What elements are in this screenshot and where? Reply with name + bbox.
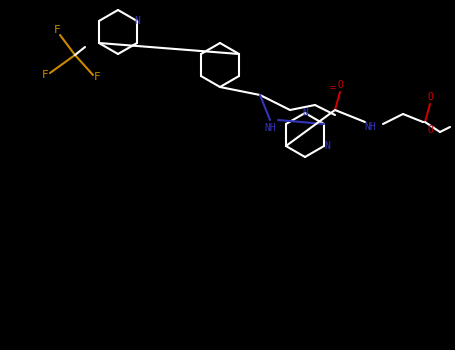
Text: N: N (324, 141, 330, 151)
Text: NH: NH (264, 123, 276, 133)
Text: O: O (427, 125, 433, 135)
Text: O: O (337, 80, 343, 90)
Text: F: F (41, 70, 48, 80)
Text: O: O (427, 92, 433, 102)
Text: NH: NH (364, 122, 376, 132)
Text: F: F (94, 72, 101, 82)
Text: F: F (54, 25, 61, 35)
Text: N: N (134, 16, 140, 26)
Text: =: = (330, 83, 336, 93)
Text: N: N (302, 108, 308, 118)
